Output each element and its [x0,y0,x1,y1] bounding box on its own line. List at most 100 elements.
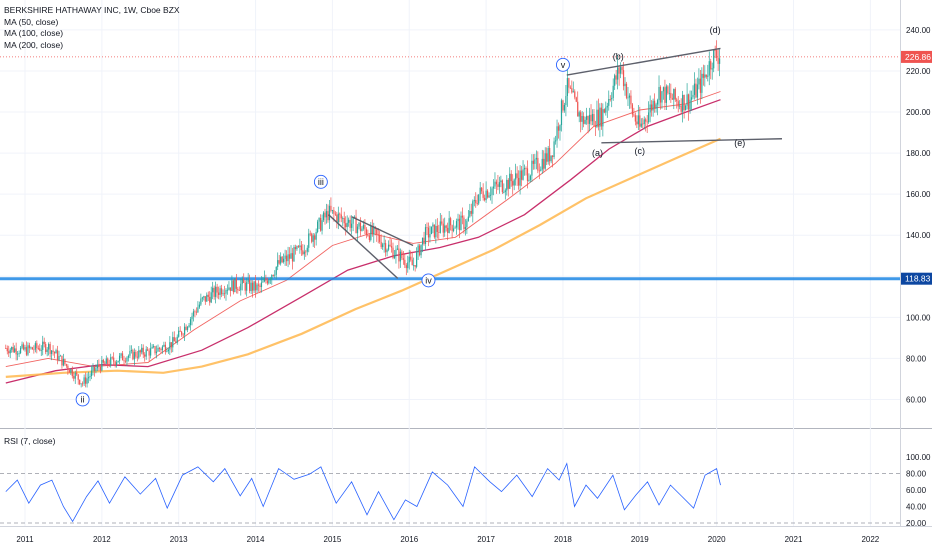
candle-body [333,210,335,214]
candle-body [336,214,338,223]
candle-body [452,228,455,231]
chart-legend: BERKSHIRE HATHAWAY INC, 1W, Cboe BZX MA … [4,5,180,51]
candle-body [206,294,208,302]
candle-body [470,210,472,214]
y-tick-label: 200.00 [906,108,931,117]
candle-body [108,364,110,366]
candle-body [28,345,31,349]
wave-label: v [561,60,566,70]
candle-body [427,227,430,238]
legend-ma50[interactable]: MA (50, close) [4,16,59,27]
candle-body [247,279,249,283]
candle-body [27,345,29,355]
candle-body [12,346,14,352]
candle-body [679,105,681,107]
candle-body [275,266,277,275]
rsi-line [5,462,721,523]
candle-body [534,159,536,164]
candle-body [702,73,704,78]
candle-body [495,181,498,185]
candle-body [600,107,602,127]
candle-body [209,296,211,303]
trend-line [601,138,782,144]
candle-body [392,247,394,259]
candle-body [472,201,474,214]
candle-body [98,364,100,367]
candle-body [494,181,496,187]
candle-body [410,256,412,260]
candle-body [618,67,620,74]
candle-body [167,349,169,352]
candle-body [314,235,316,240]
candle-body [203,296,205,298]
candle-body [251,282,254,291]
candle-body [543,158,545,169]
candle-body [105,358,107,364]
candle-body [34,343,36,350]
candle-body [631,104,634,115]
rsi-legend[interactable]: RSI (7, close) [4,436,56,446]
candle-body [70,369,72,373]
wave-label: iv [425,275,432,285]
candle-body [580,112,582,122]
candle-body [337,213,339,223]
candle-body [19,347,22,354]
candle-body [498,182,501,187]
legend-ma200[interactable]: MA (200, close) [4,39,64,50]
candle-body [467,216,469,221]
candle-body [219,288,221,295]
candle-body [370,225,372,240]
candle-body [430,226,433,235]
candle-body [680,105,682,112]
candle-body [609,98,611,100]
candle-body [48,343,50,350]
candle-body [237,288,239,291]
candle-body [442,223,444,233]
candle-body [488,195,490,198]
candle-body [371,225,373,235]
candle-body [308,233,310,248]
x-tick-label: 2015 [324,535,342,544]
candle-body [163,344,165,347]
candle-body [82,383,84,385]
candle-body [599,107,601,127]
candle-body [546,153,548,162]
legend-ma100[interactable]: MA (100, close) [4,28,64,38]
x-tick-label: 2012 [93,535,111,544]
candle-body [182,334,184,336]
candle-body [278,260,280,264]
candle-body [225,289,227,294]
candle-body [101,359,103,371]
candle-body [283,258,285,263]
candle-body [704,74,706,78]
candle-body [685,105,687,111]
candle-body [113,357,115,362]
candle-body [68,370,70,373]
candle-body [9,349,11,354]
candle-body [455,221,458,228]
candle-body [246,282,248,291]
candle-body [630,95,632,105]
candle-body [312,235,314,242]
candle-body [158,347,161,349]
candle-body [79,379,81,385]
candle-body [262,281,264,283]
candle-body [130,350,133,352]
candle-body [25,347,28,355]
candle-body [194,311,196,313]
candle-body [693,83,696,95]
candle-body [417,245,419,253]
trend-line [566,47,721,76]
candle-body [708,61,710,76]
candle-body [260,282,263,288]
y-tick-label: 60.00 [906,395,927,404]
candle-body [353,216,356,218]
candle-body [501,180,503,193]
candle-body [229,287,232,291]
candle-body [522,169,524,180]
candle-body [603,109,605,113]
candle-body [466,220,468,227]
candle-body [222,293,224,295]
candle-body [656,100,659,105]
